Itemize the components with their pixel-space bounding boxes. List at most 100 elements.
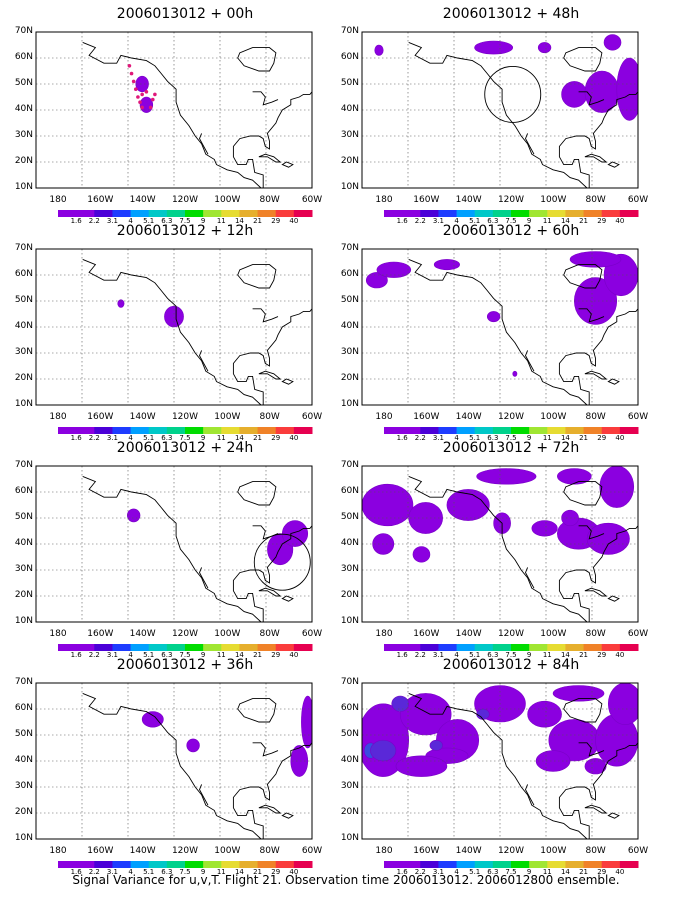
- longitude-label: 180: [49, 629, 67, 639]
- observation-point: [131, 79, 136, 84]
- colorbar-label: 5.1: [143, 434, 155, 442]
- colorbar-swatch: [456, 210, 476, 217]
- longitude-label: 160W: [87, 195, 114, 205]
- longitude-label: 60W: [627, 195, 649, 205]
- colorbar-swatch: [112, 644, 132, 651]
- map-plot: [361, 682, 639, 868]
- colorbar-label: 2.2: [414, 868, 426, 876]
- colorbar-label: 14: [560, 651, 570, 659]
- longitude-label: 100W: [540, 846, 567, 856]
- variance-region: [281, 520, 309, 547]
- latitude-label: 50N: [340, 512, 359, 522]
- latitude-label: 30N: [340, 130, 359, 140]
- colorbar-swatch: [529, 427, 548, 434]
- longitude-label: 140W: [129, 195, 156, 205]
- colorbar-swatch: [438, 861, 458, 868]
- colorbar-swatch: [203, 210, 222, 217]
- colorbar-swatch: [529, 861, 548, 868]
- colorbar-swatch: [203, 427, 222, 434]
- coastline: [232, 91, 312, 188]
- longitude-label: 80W: [259, 195, 280, 205]
- latitude-label: 10N: [340, 399, 359, 409]
- colorbar-swatch: [474, 427, 494, 434]
- variance-region: [584, 758, 607, 775]
- colorbar-swatch: [257, 427, 277, 434]
- variance-region: [391, 695, 410, 712]
- colorbar-label: 7.5: [505, 434, 517, 442]
- colorbar-label: 21: [253, 868, 263, 876]
- colorbar-label: 6.3: [161, 434, 173, 442]
- colorbar-label: 14: [234, 434, 244, 442]
- colorbar-swatch: [76, 644, 95, 651]
- colorbar-swatch: [257, 644, 277, 651]
- variance-region: [446, 489, 490, 521]
- coastline: [607, 812, 620, 819]
- latitude-label: 30N: [14, 781, 33, 791]
- colorbar-label: 40: [289, 651, 299, 659]
- longitude-label: 140W: [129, 846, 156, 856]
- colorbar-label: 40: [289, 868, 299, 876]
- colorbar-label: 11: [542, 868, 552, 876]
- colorbar-swatch: [474, 861, 494, 868]
- longitude-label: 160W: [413, 846, 440, 856]
- colorbar-label: 29: [597, 651, 607, 659]
- colorbar-swatch: [547, 644, 566, 651]
- longitude-label: 100W: [214, 846, 241, 856]
- colorbar-label: 4: [454, 434, 459, 442]
- latitude-label: 50N: [340, 78, 359, 88]
- map-plot: [361, 248, 639, 434]
- coastline: [584, 153, 608, 163]
- latitude-label: 70N: [14, 243, 33, 253]
- latitude-label: 60N: [14, 52, 33, 62]
- coastline: [237, 698, 277, 723]
- variance-region: [531, 520, 558, 537]
- colorbar-swatch: [293, 427, 313, 434]
- colorbar-label: 29: [597, 217, 607, 225]
- map-frame: [35, 248, 313, 406]
- colorbar-label: 21: [253, 434, 263, 442]
- latitude-label: 20N: [14, 373, 33, 383]
- latitude-label: 10N: [340, 182, 359, 192]
- colorbar-label: 3.1: [432, 651, 444, 659]
- forecast-panel: 2006013012 + 60h 70N 60N 50N 40N 30N 20N 10N 180…: [341, 221, 676, 442]
- map-frame: [361, 31, 639, 189]
- latitude-label: 10N: [340, 616, 359, 626]
- colorbar-label: 14: [234, 651, 244, 659]
- coastline: [82, 258, 262, 405]
- colorbar-swatch: [565, 861, 585, 868]
- coastline: [199, 784, 209, 806]
- colorbar-swatch: [529, 644, 548, 651]
- colorbar-swatch: [275, 644, 295, 651]
- coastline: [258, 804, 282, 814]
- coastline: [408, 692, 588, 839]
- colorbar-swatch: [619, 427, 639, 434]
- longitude-label: 80W: [585, 412, 606, 422]
- colorbar-swatch: [511, 210, 530, 217]
- colorbar-label: 6.3: [487, 434, 499, 442]
- colorbar-swatch: [239, 644, 259, 651]
- colorbar-label: 29: [271, 868, 281, 876]
- coastline: [281, 595, 294, 602]
- colorbar-label: 7.5: [179, 868, 191, 876]
- colorbar-swatch: [384, 861, 403, 868]
- coastline: [281, 378, 294, 385]
- forecast-panel: 2006013012 + 36h 70N 60N 50N 40N 30N 20N 10N 180…: [15, 655, 350, 876]
- colorbar-swatch: [474, 210, 494, 217]
- colorbar-swatch: [601, 210, 621, 217]
- colorbar-swatch: [420, 644, 439, 651]
- colorbar-label: 21: [579, 868, 589, 876]
- colorbar-label: 2.2: [88, 651, 100, 659]
- variance-region: [290, 745, 309, 777]
- coastline: [525, 567, 535, 589]
- colorbar-swatch: [166, 861, 186, 868]
- colorbar-label: 7.5: [505, 868, 517, 876]
- latitude-label: 50N: [340, 729, 359, 739]
- variance-region: [561, 81, 588, 108]
- colorbar-swatch: [76, 210, 95, 217]
- colorbar-swatch: [185, 644, 204, 651]
- coastline: [578, 91, 605, 106]
- colorbar-swatch: [275, 861, 295, 868]
- colorbar-label: 14: [234, 868, 244, 876]
- colorbar-swatch: [112, 427, 132, 434]
- variance-region: [557, 468, 592, 485]
